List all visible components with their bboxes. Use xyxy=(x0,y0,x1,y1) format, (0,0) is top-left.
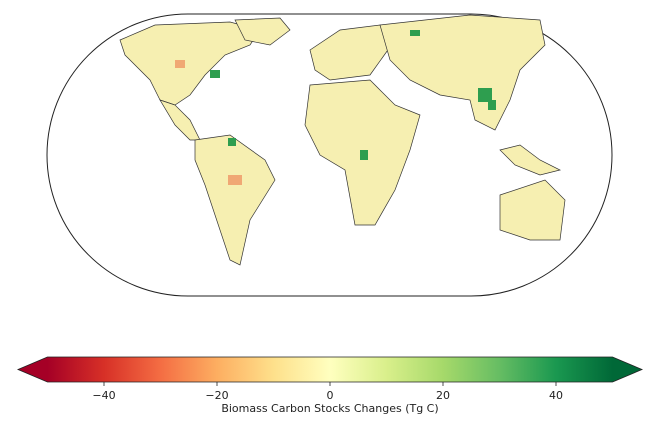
colorbar-label: Biomass Carbon Stocks Changes (Tg C) xyxy=(221,402,438,415)
colorbar-extend-low xyxy=(18,357,48,382)
loss-patches xyxy=(175,60,242,185)
colorbar-extend-high xyxy=(612,357,642,382)
colorbar-tick-label: 20 xyxy=(436,389,450,402)
north-america xyxy=(119,21,261,106)
colorbar: Biomass Carbon Stocks Changes (Tg C) −40… xyxy=(16,356,644,415)
australia xyxy=(499,179,566,241)
colorbar-gradient xyxy=(47,357,613,382)
colorbar-tick-label: −40 xyxy=(92,389,115,402)
asia xyxy=(379,14,546,131)
gain-patches xyxy=(210,30,496,160)
greenland xyxy=(234,17,291,46)
colorbar-tick-label: 40 xyxy=(549,389,563,402)
islands xyxy=(499,144,562,176)
colorbar-tick-label: 0 xyxy=(327,389,334,402)
south-america xyxy=(194,134,276,266)
colorbar-tick-label: −20 xyxy=(205,389,228,402)
europe xyxy=(309,24,396,81)
map xyxy=(46,13,613,297)
colorbar-outline xyxy=(16,356,644,383)
